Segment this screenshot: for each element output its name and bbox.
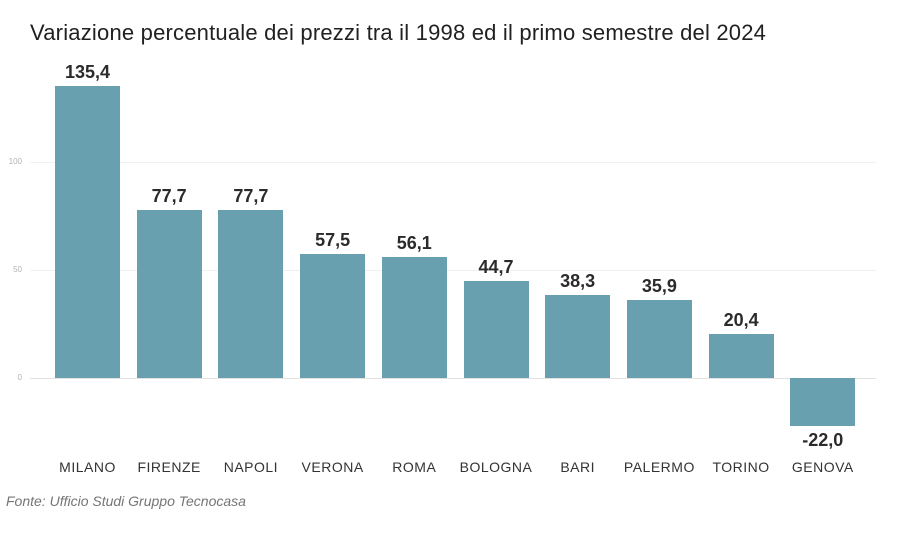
- value-label-firenze: 77,7: [151, 186, 187, 207]
- category-label-palermo: PALERMO: [623, 459, 695, 475]
- bar-bologna: [463, 281, 529, 378]
- bar-torino: [708, 333, 774, 378]
- value-label-bari: 38,3: [560, 271, 596, 292]
- value-label-napoli: 77,7: [233, 186, 269, 207]
- category-label-genova: GENOVA: [791, 459, 854, 475]
- gridline-50: [30, 270, 876, 271]
- source-note: Fonte: Ufficio Studi Gruppo Tecnocasa: [6, 493, 246, 509]
- category-label-milano: MILANO: [59, 459, 116, 475]
- category-label-torino: TORINO: [712, 459, 770, 475]
- bar-firenze: [136, 210, 202, 378]
- bar-napoli: [218, 210, 284, 378]
- gridline-0: [30, 378, 876, 379]
- value-label-verona: 57,5: [315, 229, 351, 250]
- bar-genova: [790, 378, 856, 426]
- y-axis-tick-0: 0: [17, 373, 22, 382]
- category-label-firenze: FIRENZE: [137, 459, 201, 475]
- category-label-verona: VERONA: [301, 459, 364, 475]
- value-label-torino: 20,4: [723, 309, 759, 330]
- category-label-bologna: BOLOGNA: [459, 459, 533, 475]
- value-label-milano: 135,4: [64, 61, 111, 82]
- plot-area: 0 50 100 135,4 MILANO 77,7 FIRENZE 77,7 NAPOLI 57…: [9, 60, 878, 475]
- category-label-bari: BARI: [560, 459, 596, 475]
- bar-palermo: [626, 300, 692, 378]
- bar-milano: [55, 85, 120, 378]
- bar-roma: [381, 256, 447, 378]
- category-label-napoli: NAPOLI: [223, 459, 279, 475]
- value-label-bologna: 44,7: [478, 257, 514, 278]
- chart-title: Variazione percentuale dei prezzi tra il…: [30, 20, 767, 45]
- y-axis-tick-50: 50: [13, 265, 22, 274]
- gridline-100: [30, 162, 876, 163]
- y-axis-tick-100: 100: [8, 157, 22, 166]
- value-label-roma: 56,1: [396, 232, 432, 253]
- bar-verona: [300, 253, 366, 378]
- value-label-genova: -22,0: [802, 429, 844, 450]
- bar-bari: [545, 295, 611, 378]
- value-label-palermo: 35,9: [641, 276, 677, 297]
- category-label-roma: ROMA: [392, 459, 437, 475]
